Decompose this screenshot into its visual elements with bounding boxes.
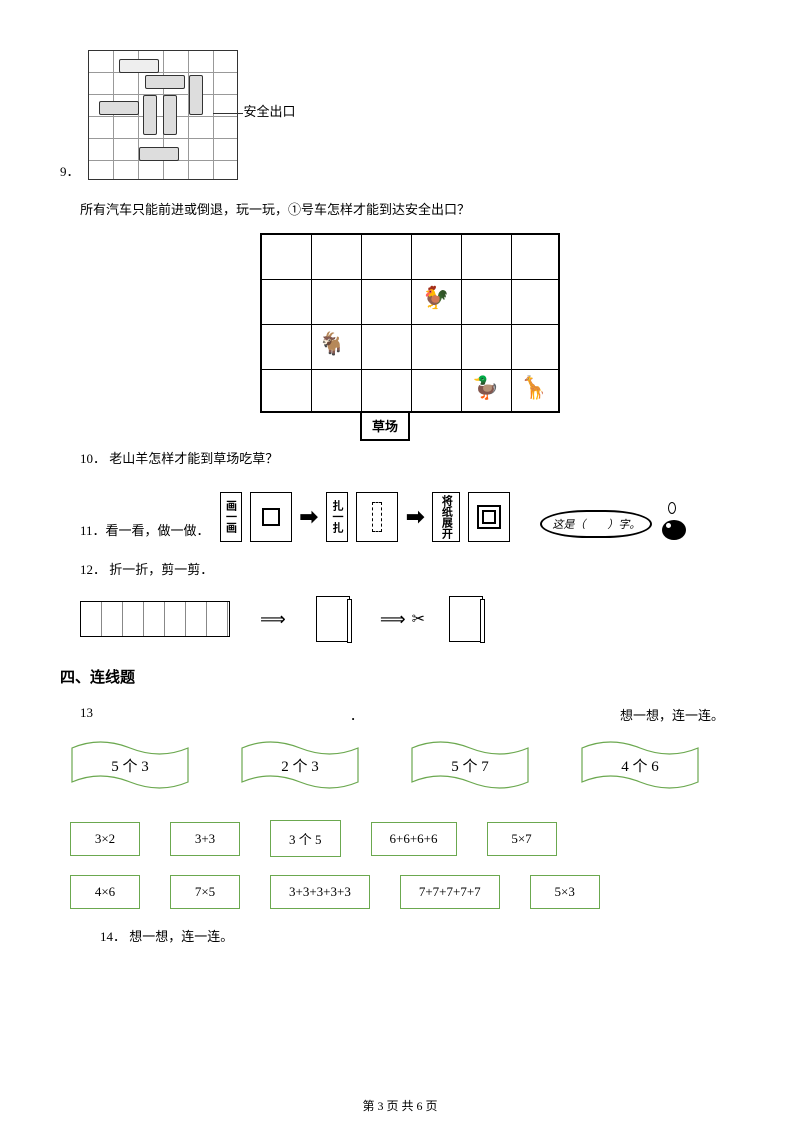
car-6	[163, 95, 177, 135]
q10-row: 10． 老山羊怎样才能到草场吃草？	[80, 449, 740, 470]
bee-bubble: 这是（ ）字。	[540, 506, 692, 542]
cut-sequence: ⟹ ⟹ ✂	[80, 596, 740, 642]
car-5	[143, 95, 157, 135]
arrow-icon: ➡	[406, 504, 424, 530]
box: 3+3+3+3+3	[270, 875, 370, 909]
q10-text: 老山羊怎样才能到草场吃草？	[109, 451, 278, 466]
box: 5×3	[530, 875, 600, 909]
bee-icon	[656, 506, 692, 542]
q10-number: 10．	[80, 451, 106, 466]
page-footer: 第 3 页 共 6 页	[0, 1097, 800, 1114]
q13-header: 13 ． 想一想，连一连。	[80, 705, 740, 724]
car-1	[119, 59, 159, 73]
q11-text: 看一看，做一做．	[106, 521, 210, 542]
animal-grid-wrap: 🐓 🐐 🦆 🦒 草场	[260, 233, 560, 413]
q12-number: 12．	[80, 562, 106, 577]
car-7	[139, 147, 179, 161]
fold-box-1	[250, 492, 292, 542]
car-2	[145, 75, 185, 89]
fold-label-draw: 画一画	[220, 492, 242, 542]
flag-4: 4 个 6	[580, 736, 700, 794]
animal-icon-1: 🐓	[422, 285, 449, 311]
fold-label-tie: 扎一扎	[326, 492, 348, 542]
speech-bubble: 这是（ ）字。	[540, 510, 652, 538]
q11-row: 11． 看一看，做一做． 画一画 ➡ 扎一扎 ➡ 将纸展开 这是（ ）字。	[60, 492, 740, 542]
q9-number: 9．	[60, 161, 80, 180]
flag-2: 2 个 3	[240, 736, 360, 794]
flag-row: 5 个 3 2 个 3 5 个 7 4 个 6	[70, 736, 740, 794]
q12-row: 12． 折一折，剪一剪．	[80, 560, 740, 581]
car-4	[99, 101, 139, 115]
box-row-1: 3×2 3+3 3 个 5 6+6+6+6 5×7	[70, 820, 740, 857]
q13-dot: ．	[93, 705, 620, 724]
section-4-title: 四、连线题	[60, 666, 740, 687]
booklet-2	[449, 596, 483, 642]
q9-text: 所有汽车只能前进或倒退，玩一玩，①号车怎样才能到达安全出口？	[80, 200, 740, 221]
q13-number: 13	[80, 705, 93, 724]
animal-icon-3: 🦆	[472, 375, 499, 401]
q14-number: 14．	[100, 929, 126, 944]
arrow-icon: ⟹	[380, 609, 406, 630]
animal-grid: 🐓 🐐 🦆 🦒	[260, 233, 560, 413]
grass-label: 草场	[360, 411, 410, 441]
q14-text: 想一想，连一连。	[129, 929, 233, 944]
fold-box-2	[356, 492, 398, 542]
animal-icon-4: 🦒	[520, 375, 547, 401]
car-3	[189, 75, 203, 115]
box-row-2: 4×6 7×5 3+3+3+3+3 7+7+7+7+7 5×3	[70, 875, 740, 909]
flag-text: 2 个 3	[281, 755, 319, 776]
q11-number: 11．	[80, 521, 106, 542]
paper-strip	[80, 601, 230, 637]
q9-row: 9． 安全出口	[60, 50, 740, 180]
box: 6+6+6+6	[371, 822, 457, 856]
q13-text: 想一想，连一连。	[620, 705, 740, 724]
q14-row: 14． 想一想，连一连。	[100, 927, 740, 948]
parking-grid	[88, 50, 238, 180]
fold-sequence: 画一画 ➡ 扎一扎 ➡ 将纸展开	[220, 492, 511, 542]
box: 7+7+7+7+7	[400, 875, 500, 909]
box: 3 个 5	[270, 820, 341, 857]
q12-text: 折一折，剪一剪．	[109, 562, 213, 577]
flag-1: 5 个 3	[70, 736, 190, 794]
box: 4×6	[70, 875, 140, 909]
flag-text: 4 个 6	[621, 755, 659, 776]
box: 3+3	[170, 822, 240, 856]
flag-3: 5 个 7	[410, 736, 530, 794]
exit-label: 安全出口	[244, 101, 296, 120]
booklet-1	[316, 596, 350, 642]
animal-icon-2: 🐐	[318, 331, 345, 357]
exit-line	[213, 113, 243, 114]
box: 7×5	[170, 875, 240, 909]
arrow-icon: ⟹	[260, 609, 286, 630]
flag-text: 5 个 7	[451, 755, 489, 776]
box: 3×2	[70, 822, 140, 856]
scissor-icon: ✂	[412, 609, 425, 629]
fold-box-3	[468, 492, 510, 542]
fold-label-unfold: 将纸展开	[432, 492, 460, 542]
flag-text: 5 个 3	[111, 755, 149, 776]
parking-wrap: 安全出口	[88, 50, 296, 180]
arrow-icon: ➡	[300, 504, 318, 530]
box: 5×7	[487, 822, 557, 856]
